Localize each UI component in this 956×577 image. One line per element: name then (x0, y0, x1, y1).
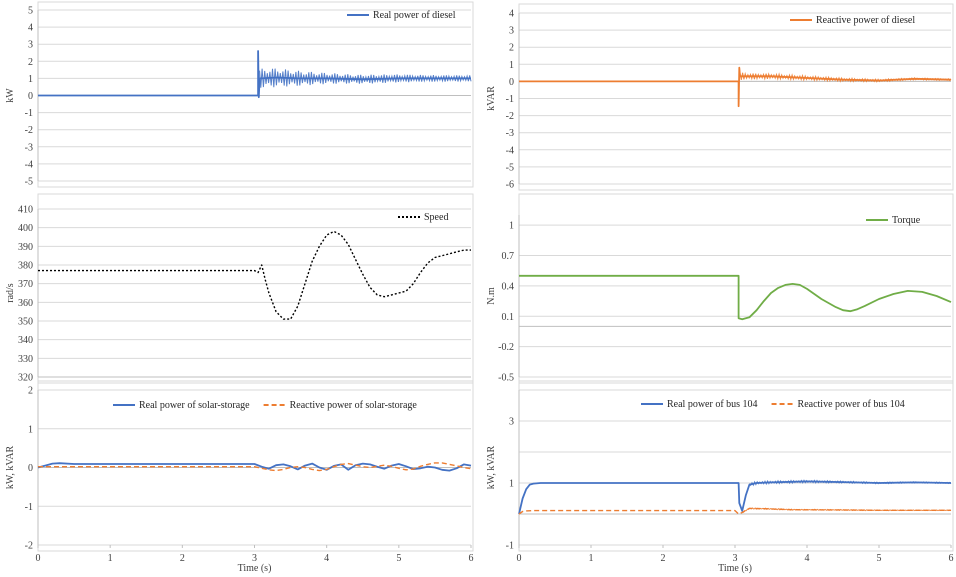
x-tick-label: 5 (396, 553, 401, 564)
y-axis-label: kW (5, 88, 16, 103)
y-tick-label: -2 (25, 541, 33, 552)
y-tick-label: -3 (506, 128, 514, 139)
y-tick-label: -1 (25, 502, 33, 513)
y-tick-label: 4 (509, 9, 514, 20)
y-tick-label: 320 (18, 373, 33, 384)
x-tick-label: 1 (108, 553, 113, 564)
y-tick-label: -0.5 (498, 373, 514, 384)
legend-label: Reactive power of solar-storage (290, 400, 418, 411)
series-line-bus104-0 (518, 480, 952, 515)
x-tick-label: 2 (661, 553, 666, 564)
y-tick-label: 3 (509, 26, 514, 37)
x-tick-label: 5 (877, 553, 882, 564)
y-tick-label: 1 (509, 479, 514, 490)
x-tick-label: 1 (589, 553, 594, 564)
chart-frame (37, 1, 474, 188)
y-tick-label: 2 (509, 43, 514, 54)
y-tick-label: -2 (25, 125, 33, 136)
legend-label: Reactive power of bus 104 (798, 399, 905, 410)
y-tick-label: 390 (18, 242, 33, 253)
x-tick-label: 6 (469, 553, 474, 564)
x-tick-label: 0 (36, 553, 41, 564)
y-tick-label: 2 (28, 386, 33, 397)
y-tick-label: -4 (506, 145, 514, 156)
x-axis-label: Time (s) (238, 563, 272, 574)
chart-diesel-reactive: 4 3 2 1 0 -1 -2 -3 -4 -5 -6 kVAR Reactive power of d… (486, 3, 954, 191)
legend-label: Real power of diesel (373, 10, 456, 21)
x-tick-label: 4 (805, 553, 810, 564)
series-line-torque-0 (519, 274, 952, 321)
y-tick-label: 330 (18, 354, 33, 365)
y-tick-label: 380 (18, 261, 33, 272)
y-axis-label: kW, kVAR (5, 446, 16, 490)
y-tick-label: 1 (28, 74, 33, 85)
chart-speed: 410 400 390 380 370 360 350 340 330 320 rad/s Speed (5, 193, 474, 384)
y-tick-label: 340 (18, 335, 33, 346)
y-tick-label: -2 (506, 111, 514, 122)
y-tick-label: 1 (28, 424, 33, 435)
chart-frame (518, 193, 954, 384)
y-tick-label: 0.1 (502, 312, 515, 323)
y-tick-label: -1 (506, 94, 514, 105)
chart-frame (518, 3, 954, 191)
y-tick-label: 1 (509, 221, 514, 232)
y-tick-label: 0 (28, 91, 33, 102)
y-tick-label: -5 (506, 162, 514, 173)
y-axis-label: N.m (486, 287, 497, 305)
y-tick-label: 0.7 (502, 251, 515, 262)
y-tick-label: -0.2 (498, 342, 514, 353)
y-tick-label: -4 (25, 159, 33, 170)
y-tick-label: 0 (28, 463, 33, 474)
y-tick-label: 370 (18, 279, 33, 290)
y-tick-label: -1 (506, 541, 514, 552)
x-tick-label: 2 (180, 553, 185, 564)
y-tick-label: 0 (509, 77, 514, 88)
series-line-bus104-1 (518, 507, 951, 515)
y-tick-label: 400 (18, 223, 33, 234)
y-tick-label: 3 (28, 40, 33, 51)
y-tick-label: 2 (28, 57, 33, 68)
y-tick-label: 5 (28, 6, 33, 17)
y-tick-label: -1 (25, 108, 33, 119)
y-tick-label: -6 (506, 180, 514, 191)
y-tick-label: 350 (18, 317, 33, 328)
series-line-diesel-reactive-0 (519, 66, 952, 108)
y-tick-label: -5 (25, 177, 33, 188)
x-tick-label: 3 (252, 553, 257, 564)
x-axis-label: Time (s) (718, 563, 752, 574)
y-tick-label: 1 (509, 60, 514, 71)
y-tick-label: 410 (18, 205, 33, 216)
series-line-solar-storage-1 (38, 462, 472, 472)
y-axis-label: rad/s (5, 283, 16, 303)
y-tick-label: 0.4 (502, 281, 515, 292)
x-tick-label: 3 (733, 553, 738, 564)
legend-label: Real power of solar-storage (139, 400, 250, 411)
y-tick-label: 360 (18, 298, 33, 309)
chart-frame (37, 193, 474, 384)
chart-diesel-real: 5 4 3 2 1 0 -1 -2 -3 -4 -5 kW Real power of diesel (5, 1, 474, 188)
chart-bus104: 3 1 -10 1 2 3 4 5 6 kW, kVAR Time (s) Real power of… (486, 380, 954, 574)
y-axis-label: kW, kVAR (486, 446, 497, 490)
y-axis-label: kVAR (486, 86, 497, 111)
chart-torque: 1 0.7 0.4 0.1 -0.2 -0.5 N.m Torque (486, 193, 954, 384)
y-tick-label: 4 (28, 23, 33, 34)
legend-label: Speed (424, 212, 448, 223)
legend-label: Torque (892, 215, 921, 226)
y-tick-label: -3 (25, 142, 33, 153)
series-line-solar-storage-0 (37, 462, 472, 472)
y-tick-label: 3 (509, 417, 514, 428)
series-line-diesel-real-0 (38, 50, 471, 99)
x-tick-label: 0 (517, 553, 522, 564)
x-tick-label: 4 (324, 553, 329, 564)
series-line-speed-0 (38, 230, 471, 320)
legend-label: Reactive power of diesel (816, 15, 915, 26)
legend-label: Real power of bus 104 (667, 399, 758, 410)
x-tick-label: 6 (949, 553, 954, 564)
